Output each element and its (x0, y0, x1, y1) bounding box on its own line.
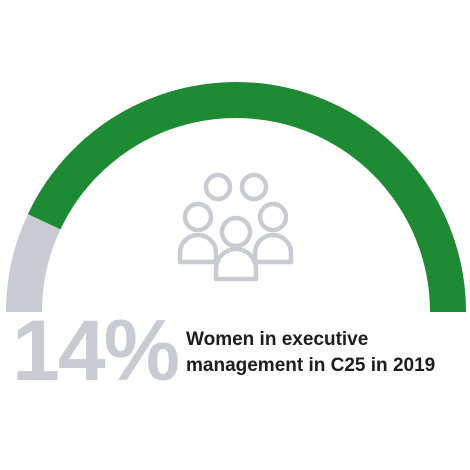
gauge-value-segment (27, 82, 466, 313)
caption-line-1: Women in executive (186, 329, 369, 350)
gauge-caption: Women in executive management in C25 in … (186, 327, 435, 379)
gauge-remainder-segment (6, 214, 61, 313)
caption-line-2: management in C25 in 2019 (186, 355, 436, 376)
people-group-icon (177, 172, 294, 282)
gauge-value-label: 14% (12, 303, 180, 399)
